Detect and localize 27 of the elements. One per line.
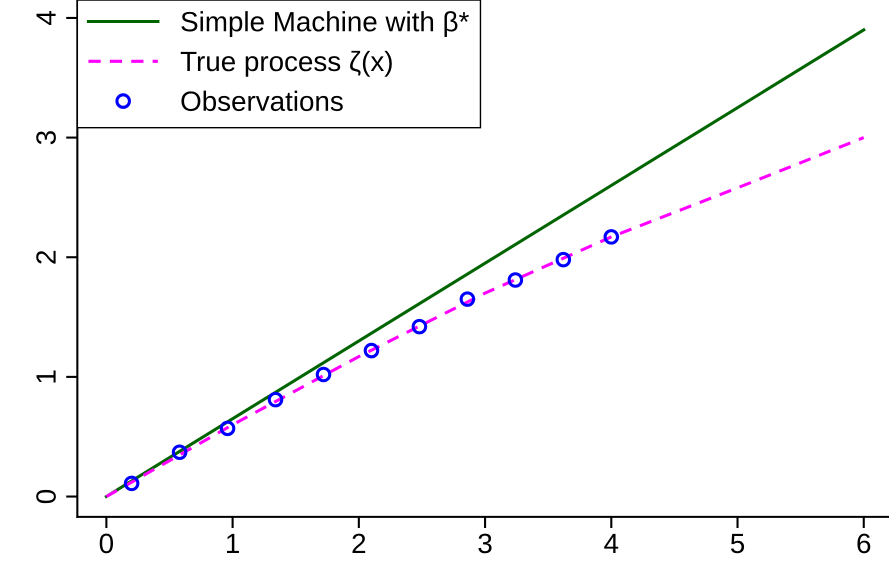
point [268, 392, 284, 408]
point [124, 476, 140, 492]
x-tick-label: 5 [730, 534, 744, 554]
point [412, 318, 428, 334]
line-series [104, 136, 866, 498]
x-tick-label: 6 [857, 534, 870, 554]
point [316, 366, 332, 382]
point [220, 420, 236, 436]
point [604, 229, 620, 245]
point [460, 291, 476, 307]
x-tick-label: 0 [100, 534, 114, 554]
y-tick-label: 3 [36, 131, 56, 144]
x-tick-label: 3 [478, 534, 492, 554]
point [508, 272, 524, 288]
x-tick-label: 2 [352, 534, 366, 553]
x-tick-label: 4 [604, 534, 618, 553]
point [172, 444, 188, 460]
y-tick-label: 4 [36, 11, 56, 26]
legend-label: Simple Machine with β* [181, 11, 469, 38]
point [364, 342, 380, 358]
y-tick-label: 2 [36, 250, 56, 264]
x-tick-label: 1 [227, 534, 239, 553]
y-tick-label: 1 [36, 370, 56, 382]
legend-label: True process ζ(x) [180, 50, 392, 77]
y-tick-label: 0 [36, 490, 56, 504]
legend-label: Observations [181, 90, 343, 112]
point [556, 252, 572, 268]
